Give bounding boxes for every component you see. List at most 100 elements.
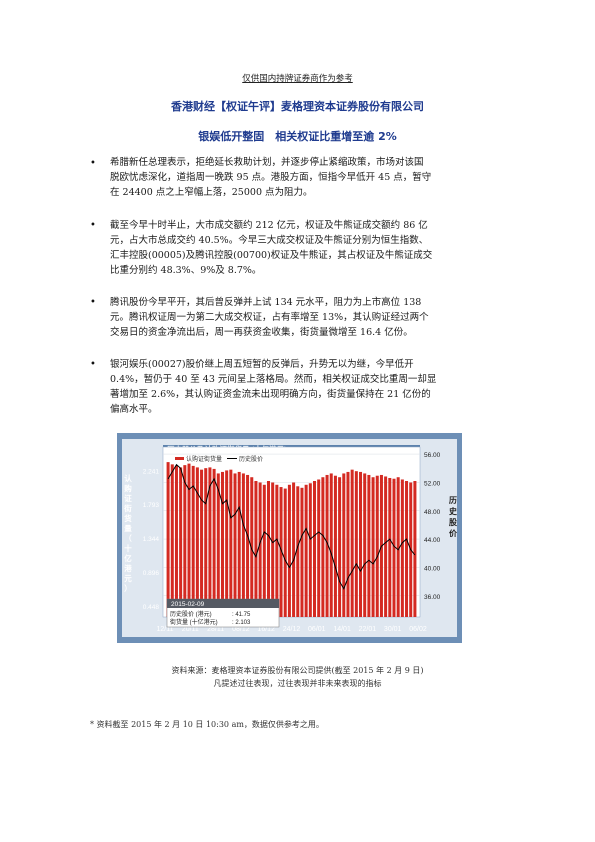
bar-series xyxy=(166,462,417,617)
bar xyxy=(258,482,262,617)
bar xyxy=(405,481,409,617)
left-tick-label: 0.448 xyxy=(143,604,160,611)
price-line xyxy=(167,463,416,590)
paragraph-line: 元，占大市总成交约 40.5%。今早三大成交权证及牛熊证分别为恒生指数、 xyxy=(110,235,429,246)
right-axis-label-char: 史 xyxy=(449,506,458,516)
bar xyxy=(338,477,342,617)
right-tick-label: 56.00 xyxy=(424,452,441,459)
bar xyxy=(292,482,296,617)
bar xyxy=(363,473,367,617)
bullet-icon: • xyxy=(90,359,96,370)
paragraph-line: 在 24400 点之上窄幅上落，25000 点为阻力。 xyxy=(110,187,313,198)
left-axis-label-char: 货 xyxy=(123,513,132,523)
left-axis-label-char: ） xyxy=(124,583,132,593)
paragraph-line: 0.4%，暂仍于 40 至 43 元间呈上落格局。然而，相关权证成交比重周一却显 xyxy=(110,374,437,385)
bar xyxy=(187,463,191,617)
bar xyxy=(183,465,187,617)
right-axis-label: 历史股价 xyxy=(449,496,458,538)
bar xyxy=(191,465,195,617)
paragraph-line: 腾讯股份今早平开，其后曾反弹并上试 134 元水平，阻力为上市高位 138 xyxy=(110,297,422,308)
left-axis-label-char: （ xyxy=(124,533,132,543)
bar xyxy=(396,477,400,617)
bar xyxy=(283,488,287,617)
bar xyxy=(300,487,304,617)
left-axis-label-char: 亿 xyxy=(124,553,132,563)
bar xyxy=(367,474,371,617)
bar xyxy=(212,468,216,617)
paragraph-line: 比重分别约 48.3%、9%及 8.7%。 xyxy=(110,265,262,276)
bar xyxy=(321,477,325,617)
bar xyxy=(375,475,379,617)
bar xyxy=(271,482,275,617)
bar xyxy=(246,474,250,617)
x-tick-label: 28/11 xyxy=(207,626,224,633)
right-tick-label: 52.00 xyxy=(424,480,441,487)
bar xyxy=(262,484,266,617)
left-axis-label-char: 证 xyxy=(124,493,132,503)
tooltip-row1-label: 历史股价 (港元) xyxy=(170,610,212,618)
right-tick-label: 40.00 xyxy=(424,565,441,572)
x-tick-label: 16/12 xyxy=(257,626,275,633)
left-tick-label: 1.793 xyxy=(143,502,160,509)
bar xyxy=(229,469,233,617)
paragraph-line: 截至今早十时半止，大市成交额约 212 亿元，权证及牛熊证成交额约 86 亿 xyxy=(110,220,428,231)
bar xyxy=(266,481,270,617)
left-axis-ticks: 2.241 1.793 1.344 0.896 0.448 xyxy=(143,468,160,610)
x-tick-label: 08/12 xyxy=(232,626,250,633)
bar xyxy=(279,487,283,617)
left-tick-label: 1.344 xyxy=(143,536,160,543)
right-tick-label: 44.00 xyxy=(424,537,441,544)
disclaimer: 仅供国内持牌证券商作为参考 xyxy=(242,74,353,84)
chart-source: 资料来源：麦格理资本证券股份有限公司提供(截至 2015 年 2 月 9 日) … xyxy=(0,664,595,690)
bar xyxy=(195,467,199,617)
bar xyxy=(166,462,170,617)
x-tick-label: 06/01 xyxy=(308,626,326,633)
tooltip-row2-label: 街货量 (十亿港元) xyxy=(170,618,218,626)
tooltip-header xyxy=(167,599,279,608)
bar xyxy=(250,477,254,617)
paragraph-line: 银河娱乐(00027)股价继上周五短暂的反弹后，升势无以为继，今早低开 xyxy=(110,359,414,370)
tooltip-row2-value: : 2.103 xyxy=(232,620,251,626)
bar xyxy=(304,484,308,617)
report-subtitle: 银娱低开整固 相关权证比重增至逾 2% xyxy=(198,130,397,143)
left-axis-label-char: 港 xyxy=(124,563,132,573)
left-axis-label-char: 认 xyxy=(124,473,132,483)
bar xyxy=(174,465,178,617)
warrant-chart: 历史股价及认购证街货量 (十亿港元) 认购证街货量 历史股价 2.2411.79… xyxy=(117,433,462,643)
bar xyxy=(313,481,317,617)
footnote: * 资料截至 2015 年 2 月 10 日 10:30 am，数据仅供参考之用… xyxy=(90,720,324,729)
left-axis-label-char: 量 xyxy=(124,523,132,533)
x-tick-label: 06/02 xyxy=(409,626,427,633)
left-axis-label-char: 购 xyxy=(124,483,132,493)
bar xyxy=(170,464,174,617)
legend-label-bars: 认购证街货量 xyxy=(186,455,222,463)
bar xyxy=(359,471,363,617)
paragraph-line: 交易日的资金净流出后，周一再获资金收集，街货量微增至 16.4 亿份。 xyxy=(110,327,413,338)
bar xyxy=(354,471,358,617)
chart-legend: 认购证街货量 历史股价 xyxy=(175,455,263,463)
x-axis-ticks: 12/11 20/11 28/11 08/12 16/12 24/12 06/01 14/01… xyxy=(157,626,427,633)
bar xyxy=(241,473,245,617)
bar xyxy=(413,481,417,617)
source-note: 凡提述过往表现，过往表现并非未来表现的指标 xyxy=(213,679,382,688)
bar xyxy=(371,477,375,617)
paragraph-line: 偏高水平。 xyxy=(110,404,158,415)
right-axis-ticks: 56.00 52.00 48.00 44.00 40.00 36.00 xyxy=(424,452,441,601)
paragraph-line: 汇丰控股(00005)及腾讯控股(00700)权证及牛熊证，其占权证及牛熊证成交 xyxy=(110,250,433,261)
bar xyxy=(296,486,300,617)
left-tick-label: 0.896 xyxy=(143,570,160,577)
left-axis-label: 认购证街货量（十亿港元） xyxy=(123,473,132,593)
bar xyxy=(254,481,258,617)
paragraph-line: 希腊新任总理表示，拒绝延长救助计划，并逐步停止紧缩政策，市场对该国 xyxy=(110,157,424,168)
bar xyxy=(350,469,354,617)
bar xyxy=(317,479,321,617)
paragraph-galaxy: 银河娱乐(00027)股价继上周五短暂的反弹后，升势无以为继，今早低开 0.4%… xyxy=(110,357,510,417)
bullet-icon: • xyxy=(90,158,96,169)
right-axis-label-char: 股 xyxy=(449,517,457,527)
x-tick-label: 14/01 xyxy=(333,626,351,633)
right-tick-label: 48.00 xyxy=(424,509,441,516)
left-tick-label: 2.241 xyxy=(143,468,160,475)
bar xyxy=(329,473,333,617)
data-tooltip: 2015-02-09 历史股价 (港元) : 41.75 街货量 (十亿港元) … xyxy=(166,598,280,628)
bar xyxy=(179,467,183,617)
